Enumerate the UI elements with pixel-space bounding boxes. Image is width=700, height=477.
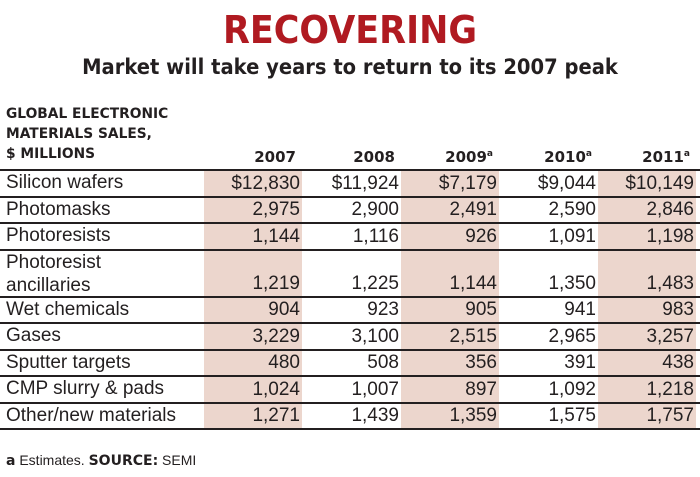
row-label: Sputter targets bbox=[6, 351, 131, 373]
column-year: 2008 bbox=[353, 148, 395, 166]
table-cell: 1,092 bbox=[548, 378, 596, 400]
table-cell: 904 bbox=[268, 299, 300, 320]
table-cell: 923 bbox=[367, 299, 399, 320]
row-rule bbox=[0, 348, 700, 351]
table-cell: 897 bbox=[465, 378, 497, 400]
header-rule bbox=[0, 169, 700, 171]
row-label: Gases bbox=[6, 325, 61, 346]
source-label: SOURCE: bbox=[88, 453, 159, 469]
table-cell: 1,007 bbox=[351, 378, 399, 400]
row-header-label: GLOBAL ELECTRONIC MATERIALS SALES, $ MIL… bbox=[6, 104, 168, 164]
table-cell: 1,198 bbox=[646, 225, 694, 247]
table-cell: 2,590 bbox=[548, 199, 596, 220]
column-header: 2007 bbox=[198, 148, 296, 166]
row-rule bbox=[0, 222, 700, 224]
column-shade bbox=[598, 170, 696, 428]
subtitle: Market will take years to return to its … bbox=[82, 55, 618, 79]
table-cell: 1,144 bbox=[449, 272, 497, 294]
table-cell: 926 bbox=[465, 225, 497, 247]
table-cell: 1,439 bbox=[351, 405, 399, 426]
column-shade bbox=[401, 170, 499, 428]
table-cell: 1,116 bbox=[352, 225, 399, 247]
table-cell: 1,144 bbox=[252, 225, 300, 247]
column-year: 2010 bbox=[544, 148, 586, 166]
table-cell: $11,924 bbox=[331, 172, 399, 194]
row-rule bbox=[0, 428, 700, 430]
row-header-line: GLOBAL ELECTRONIC bbox=[6, 106, 169, 122]
title: RECOVERING bbox=[222, 8, 478, 52]
column-header: 2008 bbox=[297, 148, 395, 166]
table-cell: 1,483 bbox=[646, 272, 694, 294]
row-rule bbox=[0, 248, 700, 251]
table-cell: 3,229 bbox=[252, 325, 300, 347]
column-note: a bbox=[683, 149, 690, 159]
row-rule bbox=[0, 295, 700, 298]
footnote: a Estimates. SOURCE: SEMI bbox=[6, 452, 196, 469]
table-cell: $7,179 bbox=[438, 172, 497, 194]
column-year: 2011 bbox=[642, 148, 684, 166]
column-note: a bbox=[486, 149, 493, 159]
table-cell: 1,091 bbox=[548, 225, 596, 247]
row-rule bbox=[0, 375, 700, 377]
column-header: 2011a bbox=[592, 148, 690, 166]
row-label: ancillaries bbox=[6, 274, 91, 296]
row-label: Photoresist bbox=[6, 251, 102, 273]
column-shade bbox=[204, 170, 302, 428]
table-cell: $9,044 bbox=[537, 172, 596, 194]
column-note: a bbox=[585, 149, 592, 159]
table-cell: 941 bbox=[564, 299, 596, 320]
row-rule bbox=[0, 195, 700, 198]
row-label: Photomasks bbox=[6, 198, 111, 220]
table-cell: 508 bbox=[367, 352, 399, 373]
table-cell: 3,100 bbox=[351, 325, 399, 347]
table-cell: 356 bbox=[465, 352, 497, 373]
table-cell: 1,350 bbox=[548, 272, 596, 294]
table-cell: 983 bbox=[662, 299, 694, 320]
footnote-note: Estimates. bbox=[15, 452, 89, 468]
table-cell: $12,830 bbox=[231, 172, 300, 194]
table-cell: 1,218 bbox=[646, 378, 694, 400]
row-rule bbox=[0, 401, 700, 404]
table-cell: 2,900 bbox=[351, 199, 399, 220]
table-cell: $10,149 bbox=[625, 172, 694, 194]
table-cell: 1,575 bbox=[548, 405, 596, 426]
table-cell: 480 bbox=[268, 352, 300, 373]
table-cell: 2,515 bbox=[449, 325, 497, 347]
table-cell: 1,219 bbox=[252, 272, 300, 294]
row-label: Other/new materials bbox=[6, 404, 177, 426]
table-cell: 391 bbox=[564, 352, 596, 373]
table-cell: 2,975 bbox=[252, 199, 300, 220]
row-header-line: MATERIALS SALES, bbox=[6, 126, 152, 142]
table-cell: 1,271 bbox=[252, 405, 300, 426]
source: SEMI bbox=[158, 452, 197, 468]
table-cell: 438 bbox=[662, 352, 694, 373]
column-year: 2007 bbox=[254, 148, 296, 166]
row-header-line: $ MILLIONS bbox=[6, 146, 96, 162]
row-rule bbox=[0, 322, 700, 324]
column-header: 2010a bbox=[494, 148, 592, 166]
table-cell: 1,359 bbox=[449, 405, 497, 426]
table-cell: 2,491 bbox=[449, 199, 497, 220]
row-label: CMP slurry & pads bbox=[6, 378, 165, 399]
table-cell: 2,965 bbox=[548, 325, 596, 347]
row-label: Silicon wafers bbox=[6, 172, 124, 193]
table-cell: 3,257 bbox=[646, 325, 694, 347]
row-label: Wet chemicals bbox=[6, 298, 130, 320]
table-cell: 2,846 bbox=[646, 199, 694, 220]
table-cell: 1,757 bbox=[646, 405, 694, 426]
column-year: 2009 bbox=[445, 148, 487, 166]
table-cell: 1,225 bbox=[351, 272, 399, 294]
table-cell: 905 bbox=[465, 299, 497, 320]
footnote-marker: a bbox=[6, 453, 16, 469]
table-cell: 1,024 bbox=[252, 378, 300, 400]
row-label: Photoresists bbox=[6, 225, 111, 246]
column-header: 2009a bbox=[395, 148, 493, 166]
